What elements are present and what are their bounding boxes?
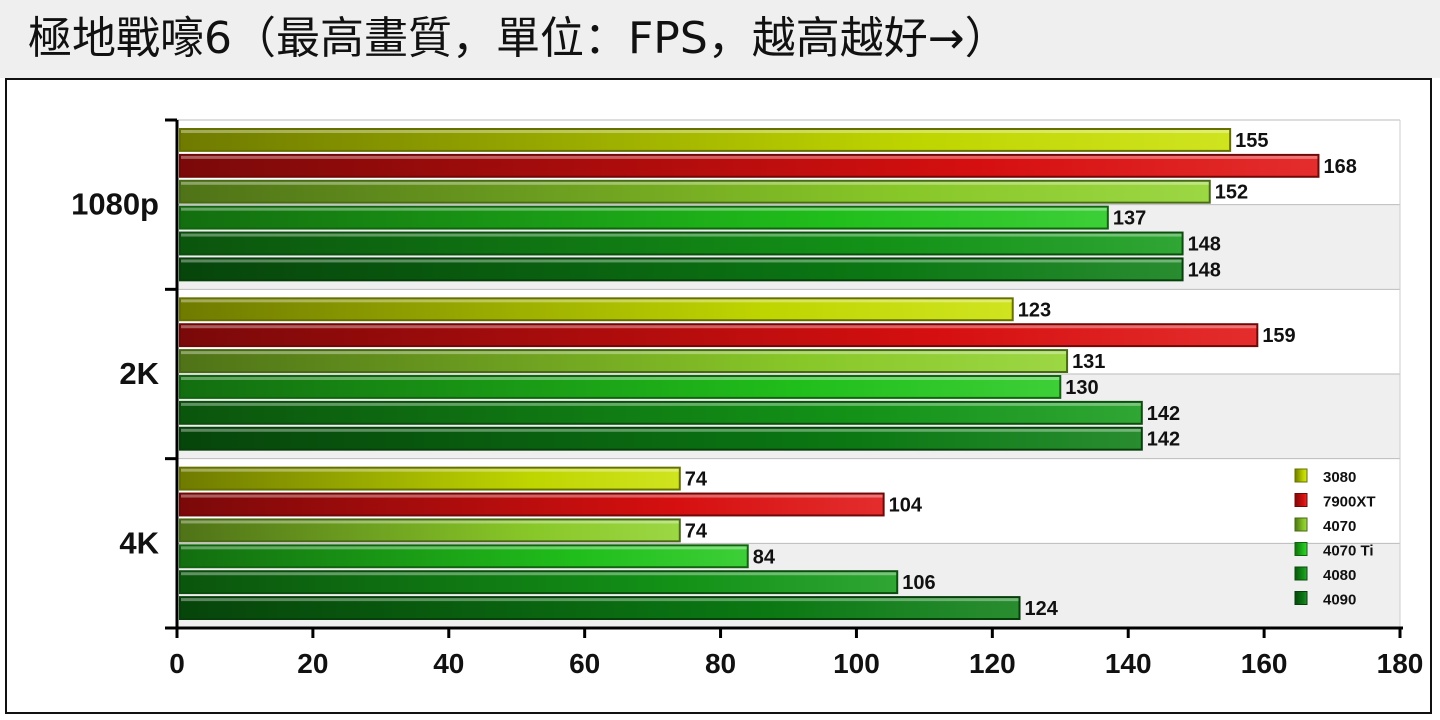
bar-2K-4070	[179, 349, 1069, 374]
value-label: 84	[753, 546, 776, 568]
category-label-4K: 4K	[119, 525, 159, 560]
bar-highlight	[181, 351, 1067, 355]
x-tick-label: 20	[297, 648, 328, 679]
bar-highlight	[181, 520, 679, 524]
value-label: 137	[1113, 208, 1146, 230]
bar-highlight	[181, 494, 883, 498]
bar-1080p-4070-Ti	[179, 205, 1109, 230]
legend-swatch-4090	[1294, 591, 1308, 605]
bar-highlight	[181, 233, 1182, 237]
bar-highlight	[181, 155, 1318, 159]
bar-2K-4070-Ti	[179, 375, 1062, 399]
bar-highlight	[181, 325, 1257, 329]
x-tick-label: 180	[1377, 648, 1424, 679]
bar-2K-3080	[179, 297, 1014, 322]
bar-1080p-4090	[179, 257, 1184, 282]
legend-label-7900XT: 7900XT	[1323, 494, 1376, 511]
category-label-1080p: 1080p	[71, 187, 159, 222]
bar-highlight	[181, 468, 679, 472]
x-tick-label: 160	[1241, 648, 1288, 679]
page-title: 極地戰嚎6（最高畫質，單位：FPS，越高越好→）	[28, 13, 1009, 64]
value-label: 74	[685, 469, 708, 491]
value-label: 155	[1235, 130, 1268, 152]
legend-swatch-4070-Ti	[1294, 542, 1308, 556]
legend-swatch-4070	[1294, 517, 1308, 532]
axes: 1080p 2K 4K 0 20 40 60 80 100 120 140 160 180	[71, 118, 1424, 679]
legend-label-3080: 3080	[1323, 469, 1356, 486]
bar-highlight	[181, 130, 1230, 133]
legend-swatch-7900XT	[1294, 493, 1308, 507]
title-bar: 極地戰嚎6（最高畫質，單位：FPS，越高越好→）	[0, 0, 1440, 78]
bar-highlight	[181, 572, 897, 576]
x-tick-label: 140	[1105, 648, 1152, 679]
bar-4K-4080	[179, 570, 899, 595]
bar-highlight	[181, 428, 1141, 432]
bar-highlight	[181, 181, 1209, 185]
bar-4K-4090	[179, 596, 1021, 620]
bar-2K-7900XT	[179, 323, 1259, 348]
bar-highlight	[181, 259, 1182, 263]
value-label: 159	[1262, 325, 1295, 347]
bar-highlight	[181, 207, 1107, 211]
legend-swatch-3080	[1294, 468, 1308, 483]
chart-frame: 155 168 152 137 148 148 123 159 131 130 142 142 74 10…	[5, 78, 1432, 714]
bar-highlight	[181, 299, 1012, 303]
bar-highlight	[181, 402, 1141, 406]
value-label: 131	[1072, 351, 1105, 373]
value-label: 142	[1147, 429, 1180, 451]
bar-1080p-4070	[179, 179, 1211, 204]
value-label: 106	[902, 572, 935, 594]
legend-label-4070-Ti: 4070 Ti	[1323, 543, 1374, 560]
value-label: 123	[1018, 299, 1051, 321]
bar-chart: 1551681521371481481231591311301421427410…	[71, 118, 1424, 679]
value-label: 148	[1188, 259, 1221, 281]
value-label: 104	[889, 495, 923, 517]
legend-label-4090: 4090	[1323, 592, 1356, 609]
bar-1080p-7900XT	[179, 153, 1320, 178]
x-tick-label: 80	[705, 648, 736, 679]
bar-highlight	[181, 377, 1060, 380]
bar-1080p-3080	[179, 128, 1232, 152]
legend: 3080 7900XT 4070 4070 Ti 4080 4090	[1294, 468, 1376, 609]
value-label: 74	[685, 520, 708, 542]
legend-label-4070: 4070	[1323, 518, 1356, 535]
bar-1080p-4080	[179, 231, 1184, 256]
x-tick-label: 40	[433, 648, 464, 679]
legend-label-4080: 4080	[1323, 567, 1356, 584]
legend-swatch-4080	[1294, 566, 1308, 581]
bar-4K-7900XT	[179, 492, 885, 517]
bar-2K-4080	[179, 400, 1143, 425]
bars: 155 168 152 137 148 148 123 159 131 130 142 142 74 10…	[179, 128, 1357, 620]
bar-4K-4070-Ti	[179, 544, 749, 569]
bar-4K-3080	[179, 466, 681, 491]
bar-4K-4070	[179, 518, 681, 543]
x-tick-label: 0	[169, 648, 185, 679]
category-label-2K: 2K	[119, 356, 159, 391]
bar-2K-4090	[179, 426, 1143, 451]
x-tick-label: 60	[569, 648, 600, 679]
bar-highlight	[181, 598, 1019, 602]
value-label: 130	[1065, 377, 1098, 399]
value-label: 168	[1323, 156, 1356, 178]
x-tick-label: 120	[969, 648, 1016, 679]
value-label: 124	[1025, 598, 1059, 620]
x-tick-label: 100	[833, 648, 880, 679]
value-label: 148	[1188, 234, 1221, 256]
value-label: 152	[1215, 182, 1248, 204]
bar-highlight	[181, 546, 747, 550]
value-label: 142	[1147, 403, 1180, 425]
